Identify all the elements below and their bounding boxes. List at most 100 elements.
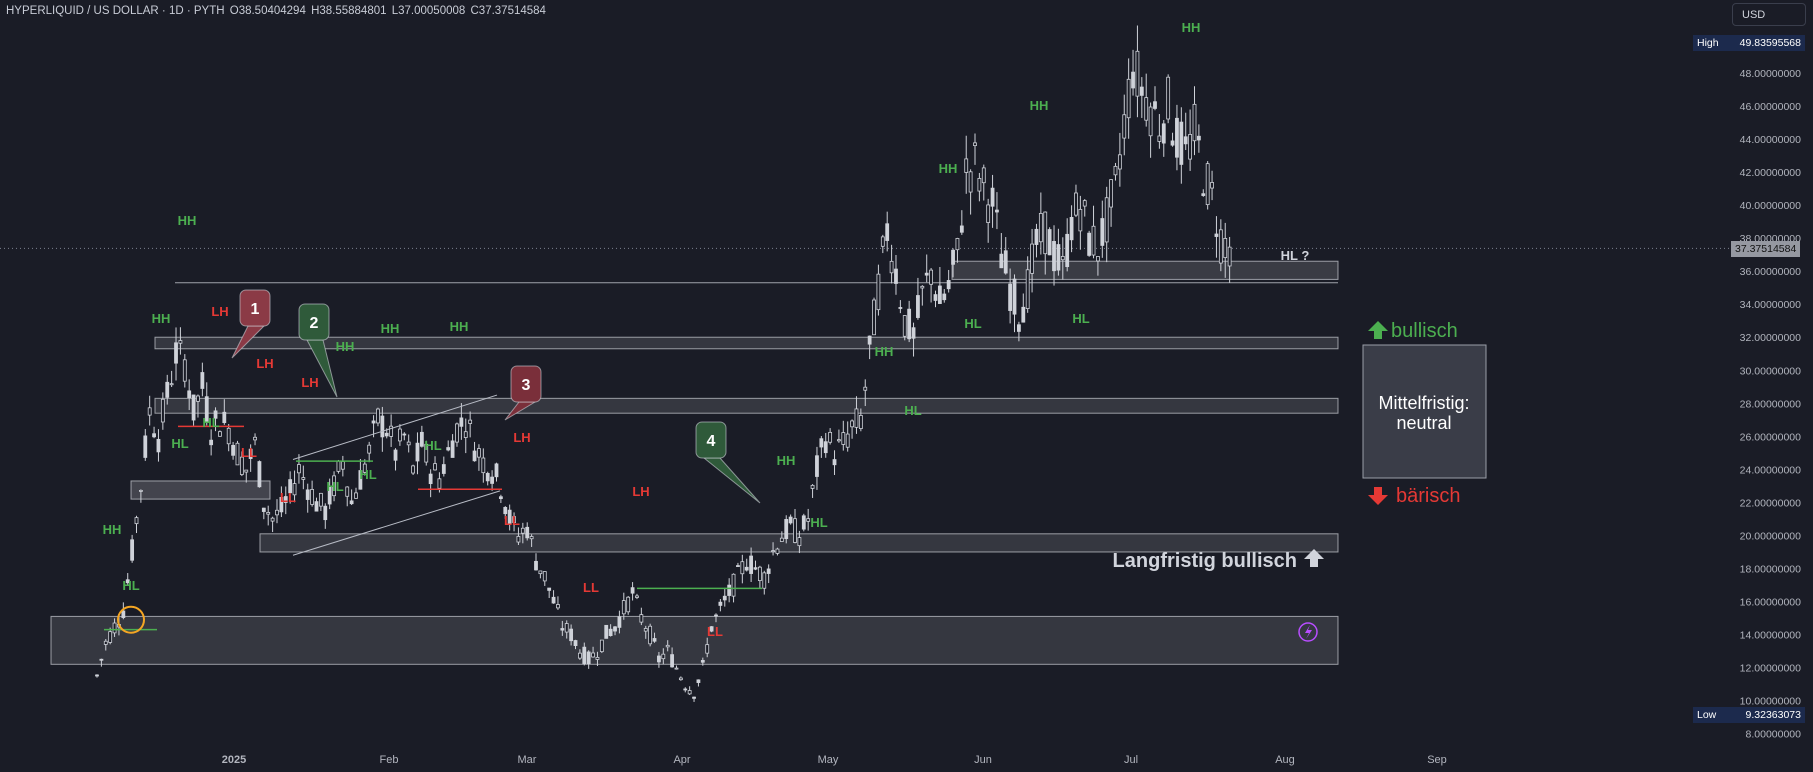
candle-body — [652, 638, 657, 642]
candle — [244, 469, 249, 483]
candle-body — [705, 644, 710, 654]
candle — [226, 424, 231, 452]
candle — [204, 382, 209, 426]
candle-body — [621, 600, 626, 615]
channel-upper-line — [292, 394, 498, 460]
candle-body — [1161, 123, 1166, 144]
candle-body — [929, 269, 933, 285]
candle-body — [498, 496, 503, 500]
candle-body — [380, 415, 385, 438]
price-tick-label: 34.00000000 — [1740, 299, 1801, 311]
candle — [99, 658, 104, 667]
candle — [784, 515, 789, 544]
candle-body — [793, 518, 797, 543]
candle — [389, 414, 394, 447]
candle — [450, 434, 455, 458]
candle-body — [635, 595, 639, 598]
candle — [1008, 268, 1013, 324]
callout-2: 2 — [298, 303, 338, 398]
candle-body — [503, 507, 508, 515]
candle — [1175, 104, 1179, 171]
candle — [648, 623, 653, 647]
last-price-tag: 37.37514584 — [1731, 241, 1801, 257]
candle — [973, 133, 977, 165]
candle — [705, 637, 710, 658]
candle-body — [358, 470, 363, 490]
candle-body — [1104, 197, 1109, 243]
candle-body — [1192, 103, 1197, 142]
candle-body — [850, 420, 854, 428]
candle-body — [1166, 76, 1171, 120]
time-tick-label: Apr — [673, 754, 690, 766]
candle — [740, 554, 745, 584]
candle-body — [788, 516, 793, 524]
candle-body — [714, 614, 718, 617]
candle — [332, 471, 336, 502]
candle — [779, 531, 784, 542]
candle-body — [604, 624, 609, 639]
candle-body — [398, 428, 402, 442]
candle-body — [674, 667, 679, 670]
candle-body — [959, 225, 964, 233]
candle — [253, 433, 257, 446]
candle — [678, 676, 683, 681]
candle-body — [933, 294, 938, 301]
candle — [534, 553, 538, 571]
swing-label: HL — [810, 515, 827, 530]
candle-body — [578, 652, 582, 659]
candle-body — [1109, 179, 1113, 208]
candle — [560, 620, 565, 636]
candle-body — [771, 550, 775, 553]
candle — [1153, 86, 1157, 111]
candle — [340, 455, 345, 477]
candle-body — [740, 561, 745, 575]
candle — [433, 456, 437, 471]
candle — [354, 487, 358, 499]
swing-label: HL — [171, 436, 188, 451]
candle-body — [95, 674, 99, 677]
low-value-tag: 9.32363073 — [1745, 709, 1801, 721]
candle-body — [463, 431, 468, 438]
candle — [736, 562, 740, 567]
candle-body — [446, 447, 451, 451]
swing-label: HH — [939, 161, 958, 176]
price-tick-label: 28.00000000 — [1740, 398, 1801, 410]
candle — [990, 174, 995, 228]
candle-body — [235, 442, 240, 466]
candle — [529, 534, 534, 547]
currency-button[interactable]: USD — [1732, 3, 1806, 26]
candle-body — [894, 268, 898, 284]
candle-body — [749, 555, 754, 574]
candle — [547, 587, 552, 599]
candle-body — [376, 408, 380, 424]
candle — [639, 607, 644, 626]
callout-box — [510, 365, 542, 403]
candle — [951, 248, 955, 278]
candle — [902, 314, 907, 341]
candle — [367, 441, 372, 463]
candle-body — [1201, 193, 1206, 196]
candle — [512, 512, 516, 532]
candle-body — [955, 238, 960, 251]
candle-body — [121, 610, 126, 618]
candle — [520, 522, 525, 544]
high-value-tag: 49.83595568 — [1739, 37, 1801, 49]
candle-body — [1122, 114, 1127, 139]
candle — [542, 571, 547, 586]
candle — [424, 440, 429, 466]
swing-label: HL — [424, 438, 441, 453]
support-resistance-zone — [154, 336, 1339, 350]
candle — [744, 558, 749, 572]
candle-body — [709, 626, 714, 632]
candle — [889, 244, 894, 284]
candle — [665, 640, 670, 652]
candle-body — [902, 315, 907, 337]
candle-body — [986, 204, 991, 223]
candle — [823, 432, 828, 458]
price-axis: 8.00000000 10.00000000 12.00000000 14.00000… — [1740, 68, 1801, 741]
candle-body — [134, 517, 139, 525]
candle-body — [336, 460, 341, 472]
swing-label: HL ? — [1281, 248, 1310, 263]
candle — [362, 459, 367, 476]
